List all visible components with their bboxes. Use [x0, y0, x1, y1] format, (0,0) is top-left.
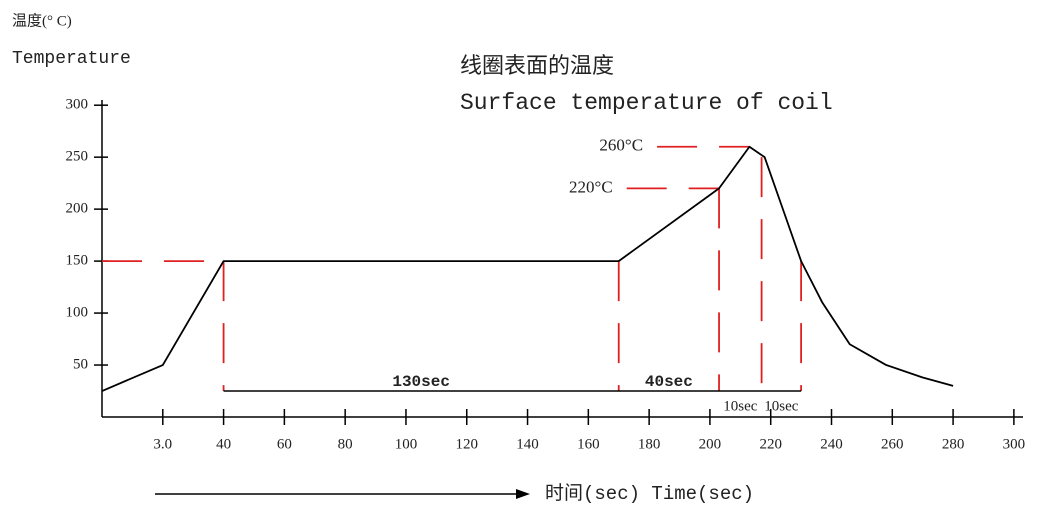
- x-tick-label: 80: [338, 436, 353, 452]
- y-tick-label: 50: [73, 356, 88, 372]
- y-tick-label: 200: [66, 201, 89, 217]
- x-tick-label: 260: [881, 436, 904, 452]
- phase-label: 10sec: [723, 398, 757, 414]
- x-tick-label: 200: [699, 436, 722, 452]
- y-tick-label: 300: [66, 97, 89, 113]
- x-tick-label: 60: [277, 436, 292, 452]
- x-tick-label: 220: [759, 436, 782, 452]
- x-tick-label: 160: [577, 436, 600, 452]
- y-tick-label: 150: [66, 253, 89, 269]
- level-label: 220°C: [569, 177, 613, 196]
- x-tick-label: 140: [516, 436, 539, 452]
- time-arrow-head: [516, 489, 530, 499]
- x-tick-label: 300: [1003, 436, 1026, 452]
- x-tick-label: 240: [820, 436, 843, 452]
- phase-label: 10sec: [764, 398, 798, 414]
- y-axis-label: 温度(° C): [12, 12, 72, 29]
- x-tick-label: 100: [395, 436, 418, 452]
- y-axis-label-en: Temperature: [12, 49, 131, 69]
- level-label: 260°C: [599, 136, 643, 155]
- chart-title: 线圈表面的温度: [460, 53, 614, 78]
- x-tick-label: 180: [638, 436, 661, 452]
- x-tick-label: 120: [456, 436, 479, 452]
- y-tick-label: 100: [66, 305, 89, 321]
- x-axis-label: 时间(sec) Time(sec): [545, 482, 754, 505]
- y-tick-label: 250: [66, 149, 89, 165]
- phase-label: 40sec: [645, 373, 693, 391]
- x-tick-label: 280: [942, 436, 965, 452]
- chart-subtitle: Surface temperature of coil: [460, 90, 833, 116]
- phase-label: 130sec: [392, 373, 450, 391]
- x-tick-label: 3.0: [153, 436, 172, 452]
- x-tick-label: 40: [216, 436, 231, 452]
- temperature-curve: [101, 145, 954, 392]
